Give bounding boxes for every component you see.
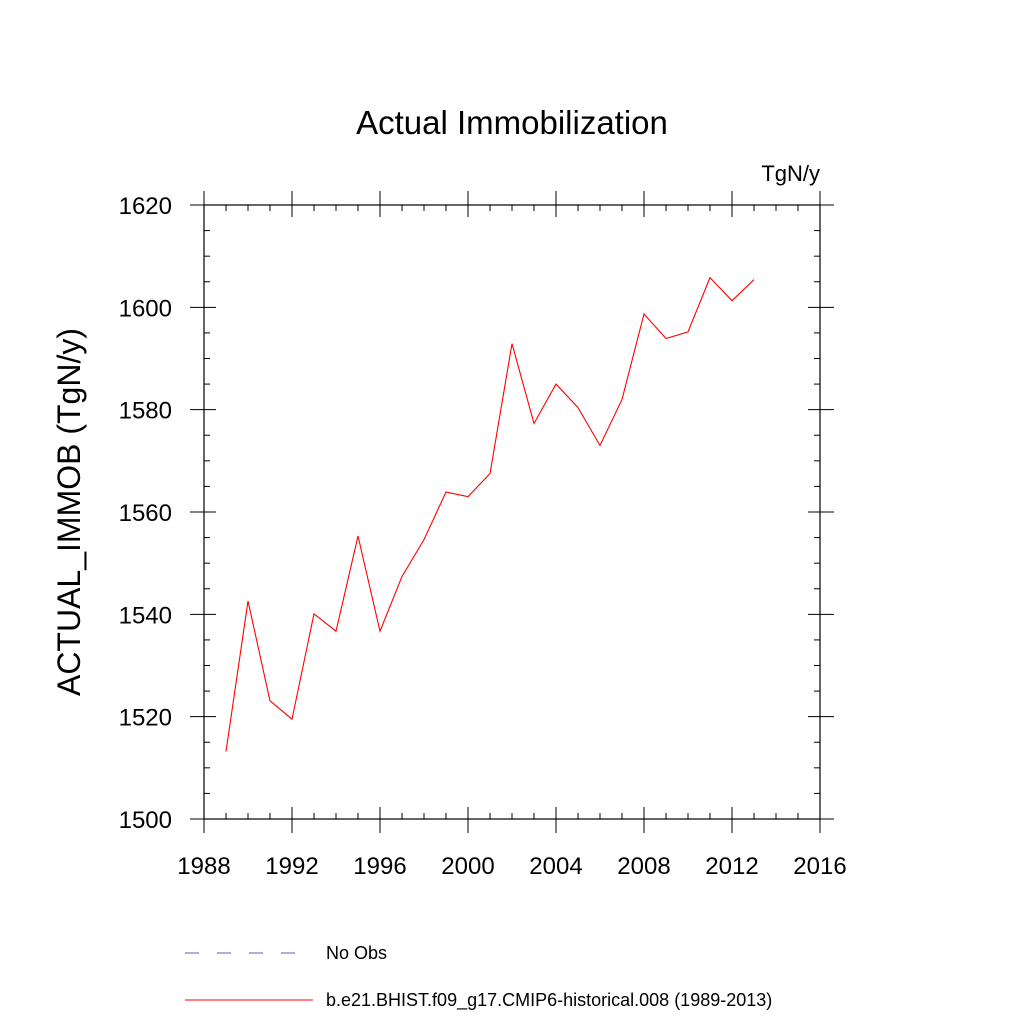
y-tick-label: 1540: [119, 602, 172, 629]
units-label: TgN/y: [761, 161, 820, 186]
data-point: [467, 495, 470, 498]
x-tick-label: 2012: [705, 853, 758, 880]
x-tick-label: 2000: [441, 853, 494, 880]
data-point: [489, 472, 492, 475]
data-point: [313, 612, 316, 615]
y-tick-label: 1580: [119, 398, 172, 425]
series-line: [225, 276, 755, 752]
y-tick-labels: 1500 1520 1540 1560 1580 1600 1620: [119, 193, 172, 834]
x-tick-labels: 1988 1992 1996 2000 2004 2008 2012 2016: [177, 853, 846, 880]
y-tick-label: 1520: [119, 705, 172, 732]
data-point: [753, 278, 756, 281]
data-point: [687, 330, 690, 333]
data-point: [577, 406, 580, 409]
y-tick-label: 1500: [119, 807, 172, 834]
x-tick-label: 2004: [529, 853, 582, 880]
data-point: [511, 342, 514, 345]
plot-frame: [203, 204, 821, 820]
data-point: [621, 398, 624, 401]
data-point: [291, 718, 294, 721]
chart-title: Actual Immobilization: [356, 104, 668, 141]
data-point: [599, 444, 602, 447]
series-points: [225, 276, 756, 753]
x-tick-label: 1988: [177, 853, 230, 880]
data-point: [445, 491, 448, 494]
x-tick-label: 1996: [353, 853, 406, 880]
data-point: [335, 630, 338, 633]
y-tick-label: 1560: [119, 500, 172, 527]
legend-label-model: b.e21.BHIST.f09_g17.CMIP6-historical.008…: [326, 990, 772, 1011]
x-tick-label: 1992: [265, 853, 318, 880]
data-point: [357, 535, 360, 538]
data-point: [225, 750, 228, 753]
y-axis-label: ACTUAL_IMMOB (TgN/y): [51, 328, 87, 696]
data-point: [379, 630, 382, 633]
data-point: [731, 299, 734, 302]
data-point: [401, 575, 404, 578]
data-point: [643, 312, 646, 315]
x-tick-label: 2008: [617, 853, 670, 880]
data-point: [269, 699, 272, 702]
x-tick-label: 2016: [793, 853, 846, 880]
data-point: [555, 383, 558, 386]
axis-ticks: [190, 191, 834, 833]
y-tick-label: 1600: [119, 295, 172, 322]
data-point: [533, 422, 536, 425]
data-point: [247, 600, 250, 603]
legend-label-no-obs: No Obs: [326, 943, 387, 963]
y-tick-label: 1620: [119, 193, 172, 220]
data-point: [665, 337, 668, 340]
data-point: [423, 538, 426, 541]
data-point: [709, 276, 712, 279]
